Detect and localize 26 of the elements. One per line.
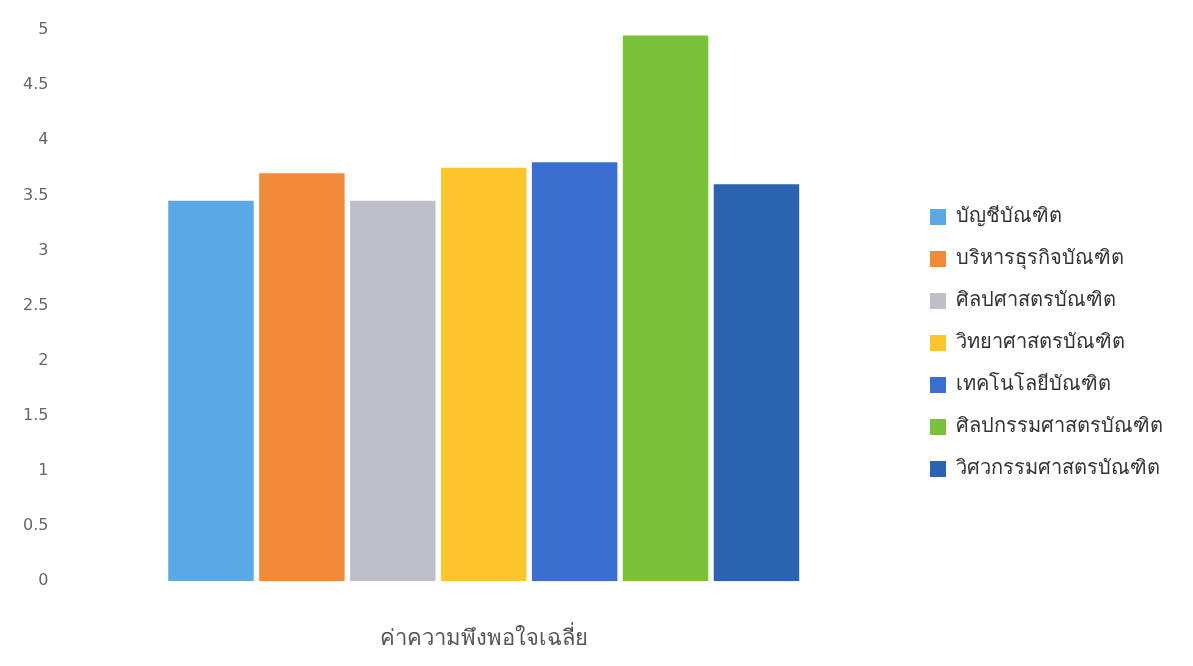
legend-label: วิทยาศาสตรบัณฑิต bbox=[956, 329, 1125, 354]
y-tick-label: 4 bbox=[38, 129, 49, 149]
y-tick-label: 0 bbox=[38, 570, 49, 590]
bar bbox=[350, 200, 436, 582]
y-tick-label: 5 bbox=[38, 19, 49, 39]
bar bbox=[168, 200, 254, 582]
y-tick-label: 3.5 bbox=[22, 184, 49, 204]
legend-label: เทคโนโลยีบัณฑิต bbox=[956, 371, 1111, 396]
y-tick-label: 2.5 bbox=[22, 294, 49, 314]
y-tick-label: 2 bbox=[38, 349, 49, 369]
legend-label: ศิลปศาสตรบัณฑิต bbox=[956, 287, 1116, 312]
y-tick-label: 3 bbox=[38, 239, 49, 259]
y-tick-label: 0.5 bbox=[22, 515, 49, 535]
x-axis-title: ค่าความพึงพอใจเฉลี่ย bbox=[379, 621, 588, 650]
bar bbox=[259, 173, 345, 582]
bar bbox=[713, 184, 800, 582]
bar bbox=[440, 167, 527, 582]
bar bbox=[622, 35, 709, 582]
legend-label: บัญชีบัณฑิต bbox=[956, 203, 1062, 228]
bar bbox=[531, 162, 618, 582]
y-tick-label: 1.5 bbox=[22, 405, 49, 424]
legend-label: วิศวกรรมศาสตรบัณฑิต bbox=[956, 455, 1160, 480]
legend-label: บริหารธุรกิจบัณฑิต bbox=[956, 245, 1124, 271]
y-tick-label: 1 bbox=[38, 460, 49, 480]
y-tick-label: 4.5 bbox=[22, 74, 49, 94]
legend-label: ศิลปกรรมศาสตรบัณฑิต bbox=[956, 413, 1163, 438]
